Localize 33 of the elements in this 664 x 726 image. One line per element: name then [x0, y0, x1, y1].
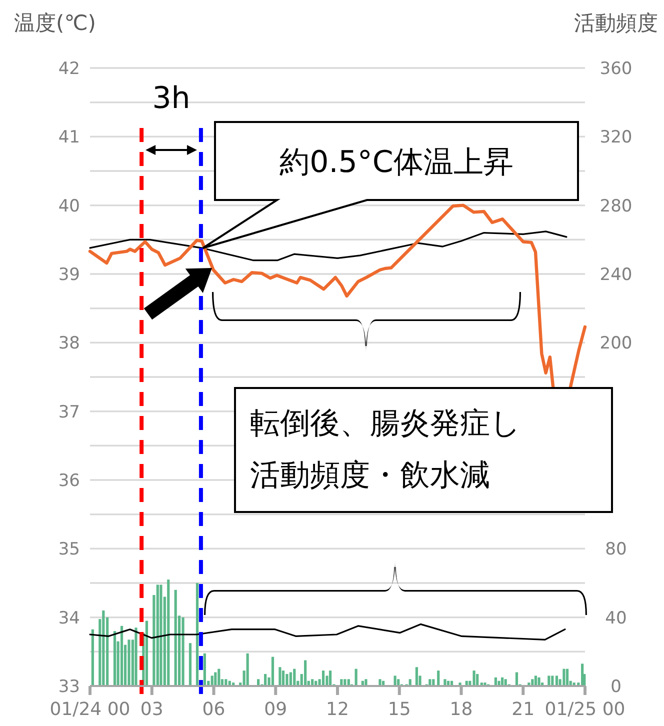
- y-tick-label: 34: [58, 608, 80, 628]
- y2-tick-label: 240: [600, 265, 632, 285]
- y2-tick-label: 40: [605, 608, 627, 628]
- x-tick-label: 01/25 00: [544, 699, 626, 720]
- y2-tick-label: 360: [600, 59, 632, 79]
- y2-tick-label: 280: [600, 196, 632, 216]
- annotation: 3h: [152, 81, 190, 116]
- y2-tick-label: 200: [600, 334, 632, 354]
- y2-tick-label: 0: [610, 677, 622, 697]
- y-axis-title: 温度(℃): [14, 11, 96, 35]
- y2-axis-title: 活動頻度: [574, 11, 658, 35]
- x-tick-label: 01/24 00: [50, 699, 130, 720]
- x-tick-label: 09: [264, 699, 288, 720]
- y-tick-label: 41: [58, 128, 80, 148]
- y-tick-label: 40: [58, 196, 80, 216]
- x-tick-label: 15: [388, 699, 411, 720]
- annotation: 約0.5°C体温上昇: [280, 145, 514, 180]
- y-tick-label: 37: [58, 402, 80, 422]
- x-tick-label: 06: [202, 699, 226, 720]
- y-tick-label: 36: [58, 471, 80, 491]
- x-tick-label: 21: [512, 699, 535, 720]
- y-tick-label: 42: [58, 59, 80, 79]
- y-tick-label: 33: [58, 677, 80, 697]
- y-tick-label: 38: [58, 334, 80, 354]
- annotation: 転倒後、腸炎発症し: [250, 406, 521, 441]
- y-tick-label: 39: [58, 265, 80, 285]
- y-tick-label: 35: [58, 540, 80, 560]
- y2-tick-label: 320: [600, 128, 632, 148]
- y2-tick-label: 80: [605, 540, 627, 560]
- x-tick-label: 18: [450, 699, 473, 720]
- x-tick-label: 12: [326, 699, 349, 720]
- annotation: 活動頻度・飲水減: [250, 458, 490, 493]
- x-tick-label: 03: [140, 699, 164, 720]
